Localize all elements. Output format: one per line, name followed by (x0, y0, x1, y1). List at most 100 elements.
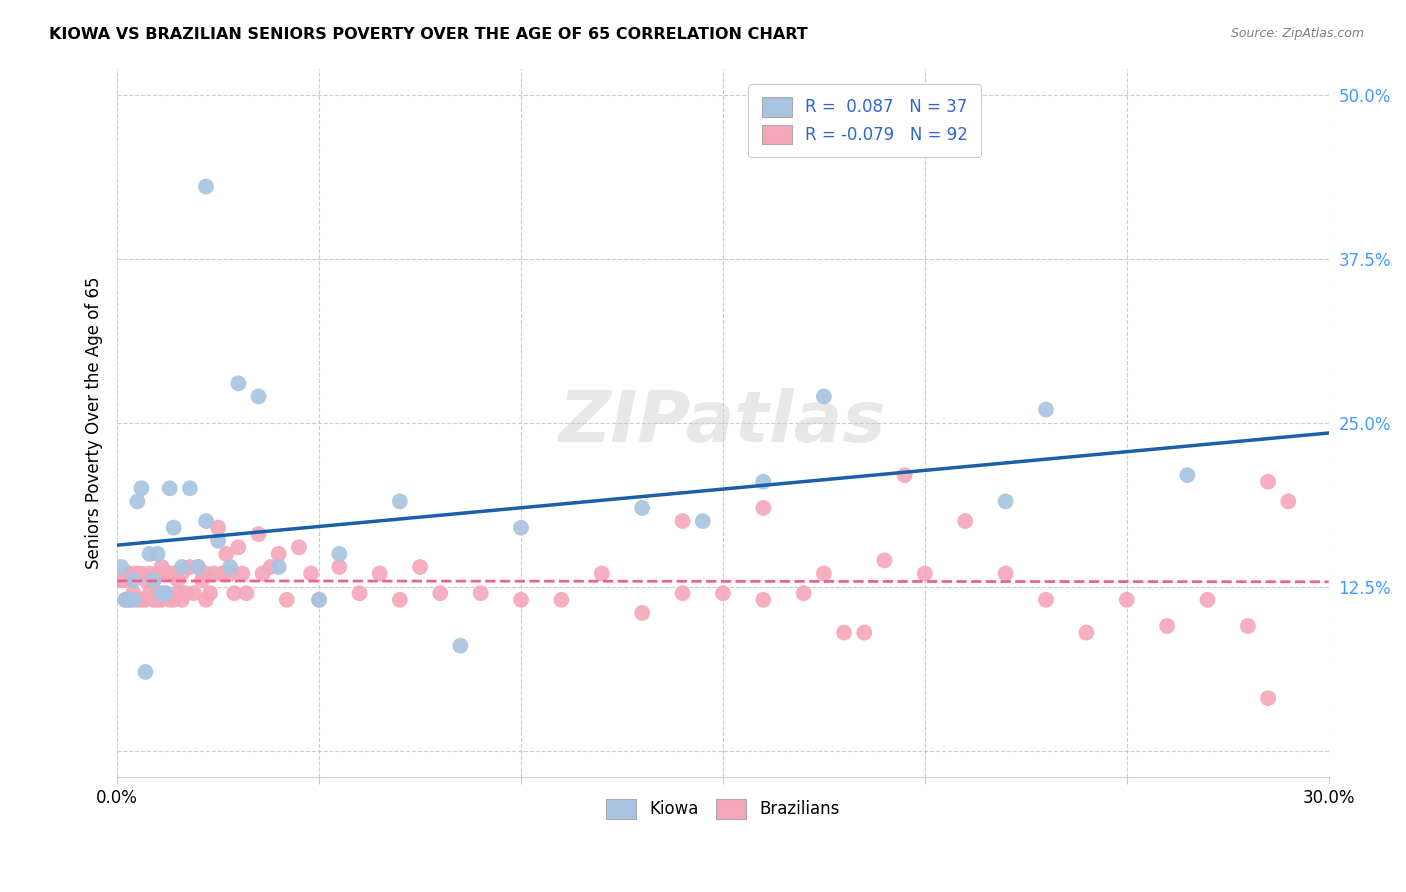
Point (127, 566, 149, 581)
Legend: Kiowa, Brazilians: Kiowa, Brazilians (600, 793, 846, 825)
Point (163, 521, 186, 535)
Point (1175, 468, 1198, 483)
Y-axis label: Seniors Poverty Over the Age of 65: Seniors Poverty Over the Age of 65 (86, 277, 103, 569)
Point (224, 586, 246, 600)
Point (155, 586, 177, 600)
Point (1257, 475, 1279, 489)
Point (1237, 619, 1260, 633)
Point (118, 566, 141, 581)
Point (187, 560, 209, 574)
Point (1035, 402, 1057, 417)
Point (752, 592, 775, 607)
Point (150, 586, 173, 600)
Point (267, 560, 290, 574)
Point (159, 481, 181, 495)
Point (793, 586, 815, 600)
Point (914, 566, 936, 581)
Point (179, 481, 201, 495)
Point (207, 521, 229, 535)
Point (1156, 619, 1178, 633)
Point (170, 566, 193, 581)
Point (219, 560, 242, 574)
Point (198, 586, 221, 600)
Point (550, 592, 572, 607)
Point (155, 566, 177, 581)
Point (142, 573, 165, 587)
Point (202, 566, 225, 581)
Point (631, 606, 654, 620)
Point (122, 586, 145, 600)
Point (150, 560, 173, 574)
Point (183, 586, 205, 600)
Point (1035, 592, 1057, 607)
Point (349, 586, 371, 600)
Point (308, 592, 330, 607)
Point (179, 560, 201, 574)
Point (252, 566, 274, 581)
Point (122, 566, 145, 581)
Text: KIOWA VS BRAZILIAN SENIORS POVERTY OVER THE AGE OF 65 CORRELATION CHART: KIOWA VS BRAZILIAN SENIORS POVERTY OVER … (49, 27, 808, 42)
Point (142, 592, 165, 607)
Point (813, 389, 835, 403)
Point (853, 625, 876, 640)
Point (131, 566, 153, 581)
Point (591, 566, 613, 581)
Point (429, 586, 451, 600)
Point (409, 560, 432, 574)
Point (953, 514, 976, 528)
Point (131, 481, 153, 495)
Point (247, 527, 270, 541)
Point (195, 179, 218, 194)
Point (166, 586, 188, 600)
Point (711, 586, 734, 600)
Point (118, 592, 141, 607)
Point (219, 566, 242, 581)
Point (110, 573, 132, 587)
Point (155, 586, 177, 600)
Point (470, 586, 492, 600)
Point (150, 592, 173, 607)
Point (1277, 494, 1299, 508)
Point (134, 592, 156, 607)
Point (138, 586, 160, 600)
Point (195, 592, 218, 607)
Point (122, 573, 145, 587)
Point (1115, 592, 1137, 607)
Point (187, 560, 209, 574)
Point (671, 586, 693, 600)
Point (259, 560, 281, 574)
Point (299, 566, 322, 581)
Point (131, 592, 153, 607)
Point (146, 592, 169, 607)
Point (163, 566, 186, 581)
Point (215, 547, 238, 561)
Point (122, 592, 145, 607)
Point (235, 586, 257, 600)
Point (228, 541, 250, 555)
Point (328, 547, 350, 561)
Point (105, 573, 128, 587)
Point (211, 566, 233, 581)
Point (146, 586, 169, 600)
Point (832, 625, 855, 640)
Point (267, 547, 290, 561)
Point (114, 573, 136, 587)
Point (276, 592, 298, 607)
Point (631, 500, 654, 515)
Point (163, 592, 186, 607)
Point (134, 665, 156, 679)
Point (127, 494, 149, 508)
Point (138, 547, 160, 561)
Point (134, 573, 156, 587)
Point (195, 566, 218, 581)
Point (174, 586, 197, 600)
Point (893, 468, 915, 483)
Point (195, 514, 218, 528)
Point (191, 573, 214, 587)
Point (449, 639, 471, 653)
Point (110, 560, 132, 574)
Point (752, 500, 775, 515)
Point (1257, 691, 1279, 706)
Point (510, 521, 533, 535)
Point (170, 592, 193, 607)
